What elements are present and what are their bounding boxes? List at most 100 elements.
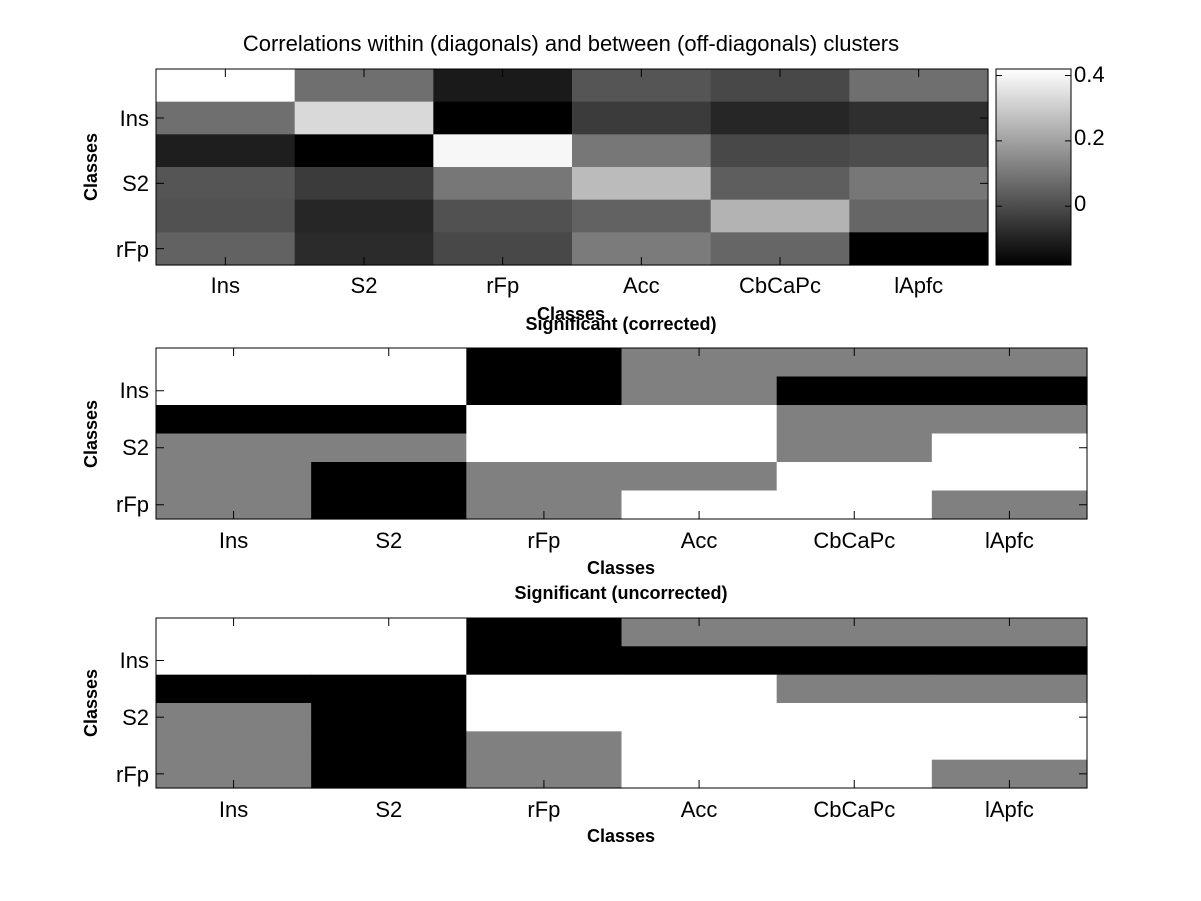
x-tick-label: Ins — [211, 273, 240, 298]
panel-1-y-axis-label: Classes — [81, 133, 101, 201]
y-tick-label: rFp — [116, 492, 149, 517]
panel-1-y-tick-labels: Ins S2 rFp — [116, 106, 149, 262]
panel-1-ticks — [156, 69, 988, 265]
heatmap-cell — [776, 376, 933, 406]
heatmap-cell — [621, 376, 778, 406]
heatmap-cell — [776, 674, 933, 704]
panel-2-x-axis-label: Classes — [587, 558, 655, 578]
panel-3-y-axis-label: Classes — [81, 669, 101, 737]
heatmap-cell — [466, 405, 623, 435]
heatmap-cell — [311, 405, 467, 435]
heatmap-cell — [849, 134, 989, 168]
y-tick-label: Ins — [120, 648, 149, 673]
heatmap-cell — [776, 433, 933, 463]
heatmap-cell — [621, 646, 778, 676]
heatmap-cell — [621, 405, 778, 435]
heatmap-cell — [433, 167, 573, 201]
panel-1-x-axis-label: Classes — [537, 304, 605, 324]
y-tick-label: S2 — [122, 705, 149, 730]
heatmap-cell — [294, 134, 434, 168]
panel-1-cells — [156, 69, 989, 266]
heatmap-cell — [311, 731, 467, 761]
x-tick-label: rFp — [486, 273, 519, 298]
heatmap-cell — [311, 703, 467, 732]
y-tick-label: rFp — [116, 237, 149, 262]
heatmap-cell — [572, 101, 712, 135]
heatmap-cell — [311, 433, 467, 463]
panel-3-x-tick-labels: Ins S2 rFp Acc CbCaPc lApfc — [219, 797, 1034, 822]
heatmap-cell — [621, 462, 778, 492]
panel-1: Correlations within (diagonals) and betw… — [81, 31, 1105, 324]
heatmap-cell — [710, 199, 850, 233]
x-tick-label: Acc — [681, 528, 718, 553]
heatmap-cell — [156, 101, 296, 135]
colorbar-gradient — [995, 68, 1072, 266]
panel-3-title: Significant (uncorrected) — [514, 583, 727, 603]
panel-3-ticks — [156, 618, 1087, 788]
x-tick-label: S2 — [375, 797, 402, 822]
heatmap-cell — [931, 405, 1088, 435]
y-tick-label: Ins — [120, 378, 149, 403]
colorbar-tick-label: 0.4 — [1074, 62, 1105, 87]
heatmap-cell — [156, 674, 312, 704]
heatmap-cell — [776, 462, 933, 492]
colorbar-tick-label: 0 — [1074, 191, 1086, 216]
heatmap-cell — [931, 462, 1088, 492]
heatmap-cell — [621, 433, 778, 463]
x-tick-label: Ins — [219, 797, 248, 822]
heatmap-cell — [466, 731, 623, 761]
heatmap-cell — [776, 703, 933, 732]
x-tick-label: rFp — [527, 797, 560, 822]
panel-1-axes-box — [155, 68, 989, 266]
x-tick-label: lApfc — [985, 797, 1034, 822]
panel-3: Significant (uncorrected) Ins S2 rFp Acc… — [81, 583, 1088, 846]
heatmap-cell — [466, 646, 623, 676]
heatmap-cell — [849, 101, 989, 135]
heatmap-cell — [156, 376, 312, 406]
heatmap-cell — [931, 731, 1088, 761]
panel-2-x-tick-labels: Ins S2 rFp Acc CbCaPc lApfc — [219, 528, 1034, 553]
heatmap-cell — [572, 134, 712, 168]
x-tick-label: lApfc — [985, 528, 1034, 553]
heatmap-cell — [466, 703, 623, 732]
x-tick-label: rFp — [527, 528, 560, 553]
colorbar: 0.4 0.2 0 — [995, 62, 1105, 266]
heatmap-cell — [466, 462, 623, 492]
heatmap-cell — [156, 167, 296, 201]
heatmap-cell — [433, 199, 573, 233]
panel-2-axes-box — [155, 347, 1088, 520]
heatmap-cell — [710, 167, 850, 201]
heatmap-cell — [776, 646, 933, 676]
panel-2-y-axis-label: Classes — [81, 400, 101, 468]
x-tick-label: Acc — [681, 797, 718, 822]
heatmap-cell — [156, 703, 312, 732]
y-tick-label: Ins — [120, 106, 149, 131]
panel-2-y-tick-labels: Ins S2 rFp — [116, 378, 149, 517]
x-tick-label: CbCaPc — [813, 528, 895, 553]
panel-3-axes-box — [155, 617, 1088, 789]
heatmap-cell — [466, 376, 623, 406]
heatmap-cell — [156, 433, 312, 463]
panel-2-ticks — [156, 348, 1087, 519]
heatmap-cell — [294, 199, 434, 233]
panel-3-cells — [156, 618, 1088, 789]
heatmap-cell — [931, 433, 1088, 463]
heatmap-cell — [311, 674, 467, 704]
heatmap-cell — [311, 376, 467, 406]
panel-1-x-tick-labels: Ins S2 rFp Acc CbCaPc lApfc — [211, 273, 944, 298]
heatmap-cell — [433, 134, 573, 168]
heatmap-cell — [156, 646, 312, 676]
panel-1-title: Correlations within (diagonals) and betw… — [243, 31, 899, 56]
heatmap-cell — [710, 101, 850, 135]
heatmap-cell — [156, 462, 312, 492]
heatmap-cell — [156, 405, 312, 435]
heatmap-cell — [294, 101, 434, 135]
heatmap-cell — [466, 674, 623, 704]
heatmap-cell — [466, 433, 623, 463]
x-tick-label: S2 — [375, 528, 402, 553]
heatmap-cell — [931, 703, 1088, 732]
panel-2-cells — [156, 348, 1088, 520]
heatmap-cell — [776, 405, 933, 435]
heatmap-cell — [572, 167, 712, 201]
panel-2-title: Significant (corrected) — [525, 314, 716, 334]
